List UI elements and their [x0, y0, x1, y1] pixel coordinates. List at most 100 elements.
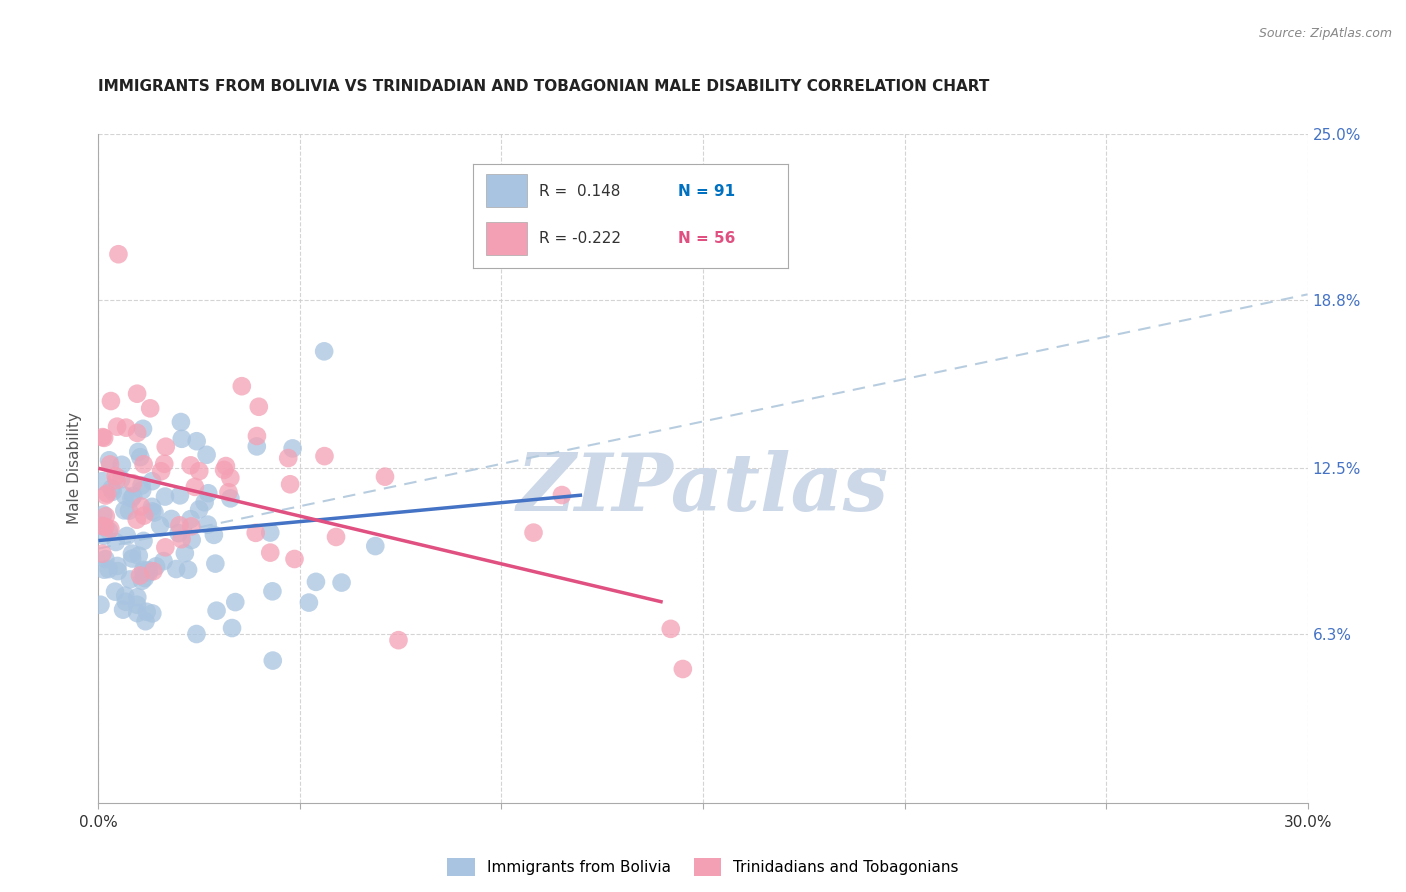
Point [134, 614, 156, 628]
Point [247, 400, 270, 414]
Point [143, 506, 166, 520]
Point [186, 434, 208, 449]
Point [94, 519, 117, 533]
Point [186, 627, 208, 641]
Point [98, 458, 121, 472]
Point [672, 662, 695, 676]
Y-axis label: Male Disability: Male Disability [67, 412, 83, 524]
Point [112, 503, 135, 517]
Point [259, 546, 281, 560]
Point [104, 469, 127, 483]
Point [246, 439, 269, 453]
Point [115, 529, 138, 543]
Point [173, 546, 195, 560]
Text: Source: ZipAtlas.com: Source: ZipAtlas.com [1258, 27, 1392, 40]
Point [127, 386, 149, 401]
Point [91, 519, 114, 533]
Point [277, 450, 299, 465]
Point [141, 607, 163, 621]
Point [97, 562, 120, 576]
Point [132, 563, 155, 577]
Point [112, 602, 135, 616]
Point [231, 379, 253, 393]
Point [259, 525, 281, 540]
Point [245, 525, 267, 540]
Point [177, 563, 200, 577]
Point [91, 430, 114, 444]
Point [170, 533, 193, 547]
Point [97, 524, 120, 538]
Point [262, 584, 284, 599]
Point [94, 552, 117, 566]
Point [145, 559, 167, 574]
Point [141, 474, 163, 488]
Point [221, 621, 243, 635]
Point [160, 512, 183, 526]
Point [101, 484, 124, 499]
Point [283, 552, 305, 566]
Point [180, 458, 202, 473]
Point [107, 558, 129, 573]
Point [152, 554, 174, 568]
Point [131, 574, 153, 588]
Point [118, 573, 141, 587]
Text: IMMIGRANTS FROM BOLIVIA VS TRINIDADIAN AND TOBAGONIAN MALE DISABILITY CORRELATIO: IMMIGRANTS FROM BOLIVIA VS TRINIDADIAN A… [98, 78, 990, 94]
Point [135, 605, 157, 619]
Point [105, 473, 128, 487]
Point [121, 551, 143, 566]
Point [180, 519, 202, 533]
Point [131, 478, 153, 492]
Text: R =  0.148: R = 0.148 [540, 185, 620, 200]
Point [180, 533, 202, 547]
Point [127, 425, 149, 440]
Point [155, 541, 177, 555]
Point [138, 566, 160, 580]
Point [121, 491, 143, 506]
Point [100, 482, 122, 496]
Point [195, 448, 218, 462]
Point [169, 488, 191, 502]
Text: N = 56: N = 56 [678, 231, 735, 246]
Point [246, 429, 269, 443]
Point [125, 598, 148, 612]
Point [153, 457, 176, 471]
Point [136, 565, 159, 579]
Point [132, 422, 155, 436]
Point [107, 247, 129, 261]
Point [149, 518, 172, 533]
Point [96, 486, 118, 500]
Point [387, 633, 409, 648]
Point [104, 535, 127, 549]
Point [132, 533, 155, 548]
Point [188, 464, 211, 478]
Point [132, 457, 155, 471]
Point [127, 445, 149, 459]
Point [197, 517, 219, 532]
Point [314, 449, 336, 463]
Point [215, 458, 238, 473]
Point [89, 519, 111, 533]
Point [197, 486, 219, 500]
Point [129, 500, 152, 514]
Point [184, 480, 207, 494]
Point [167, 526, 190, 541]
Point [134, 571, 156, 585]
Point [142, 564, 165, 578]
Point [98, 453, 121, 467]
Point [141, 500, 163, 514]
Point [169, 518, 191, 533]
Point [121, 547, 143, 561]
Point [118, 503, 141, 517]
Point [107, 564, 129, 578]
Point [153, 490, 176, 504]
Text: R = -0.222: R = -0.222 [540, 231, 621, 246]
Point [93, 431, 115, 445]
Point [262, 654, 284, 668]
Point [98, 522, 121, 536]
Point [194, 495, 217, 509]
Point [129, 568, 152, 582]
Point [551, 488, 574, 502]
Point [218, 485, 240, 500]
Point [204, 557, 226, 571]
Point [111, 458, 134, 472]
